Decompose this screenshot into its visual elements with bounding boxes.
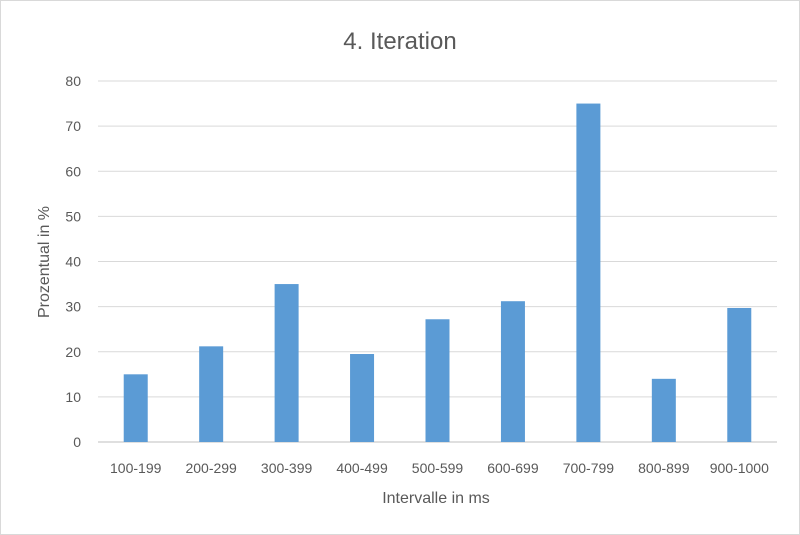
y-tick-label: 50 — [65, 208, 81, 224]
x-tick-label: 200-299 — [185, 460, 237, 476]
chart-title: 4. Iteration — [343, 28, 456, 55]
y-tick-label: 40 — [65, 254, 81, 270]
bar-800-899 — [651, 378, 676, 442]
bar-100-199 — [123, 374, 148, 442]
x-tick-label: 300-399 — [261, 460, 313, 476]
x-axis-ticks: 100-199 200-299 300-399 400-499 500-599 600-6… — [110, 460, 769, 476]
x-tick-label: 800-899 — [638, 460, 690, 476]
bar-900-1000 — [727, 307, 752, 442]
y-tick-label: 30 — [65, 299, 81, 315]
bars — [123, 103, 752, 442]
y-axis-label: Prozentual in % — [36, 206, 53, 318]
y-tick-label: 10 — [65, 389, 81, 405]
y-tick-label: 80 — [65, 73, 81, 89]
x-axis-label: Intervalle in ms — [382, 490, 490, 507]
bar-700-799 — [576, 103, 601, 442]
x-tick-label: 100-199 — [110, 460, 162, 476]
bar-500-599 — [425, 319, 450, 442]
x-tick-label: 500-599 — [412, 460, 464, 476]
bar-400-499 — [350, 354, 375, 442]
y-tick-label: 70 — [65, 118, 81, 134]
x-tick-label: 700-799 — [563, 460, 615, 476]
y-axis-ticks: 0 10 20 30 40 50 60 70 80 — [65, 73, 81, 450]
y-tick-label: 60 — [65, 163, 81, 179]
bar-600-699 — [500, 301, 525, 442]
bar-300-399 — [274, 284, 299, 442]
x-tick-label: 900-1000 — [710, 460, 769, 476]
y-tick-label: 20 — [65, 344, 81, 360]
x-tick-label: 400-499 — [336, 460, 388, 476]
bar-200-299 — [199, 346, 224, 442]
x-tick-label: 600-699 — [487, 460, 539, 476]
y-tick-label: 0 — [73, 434, 81, 450]
